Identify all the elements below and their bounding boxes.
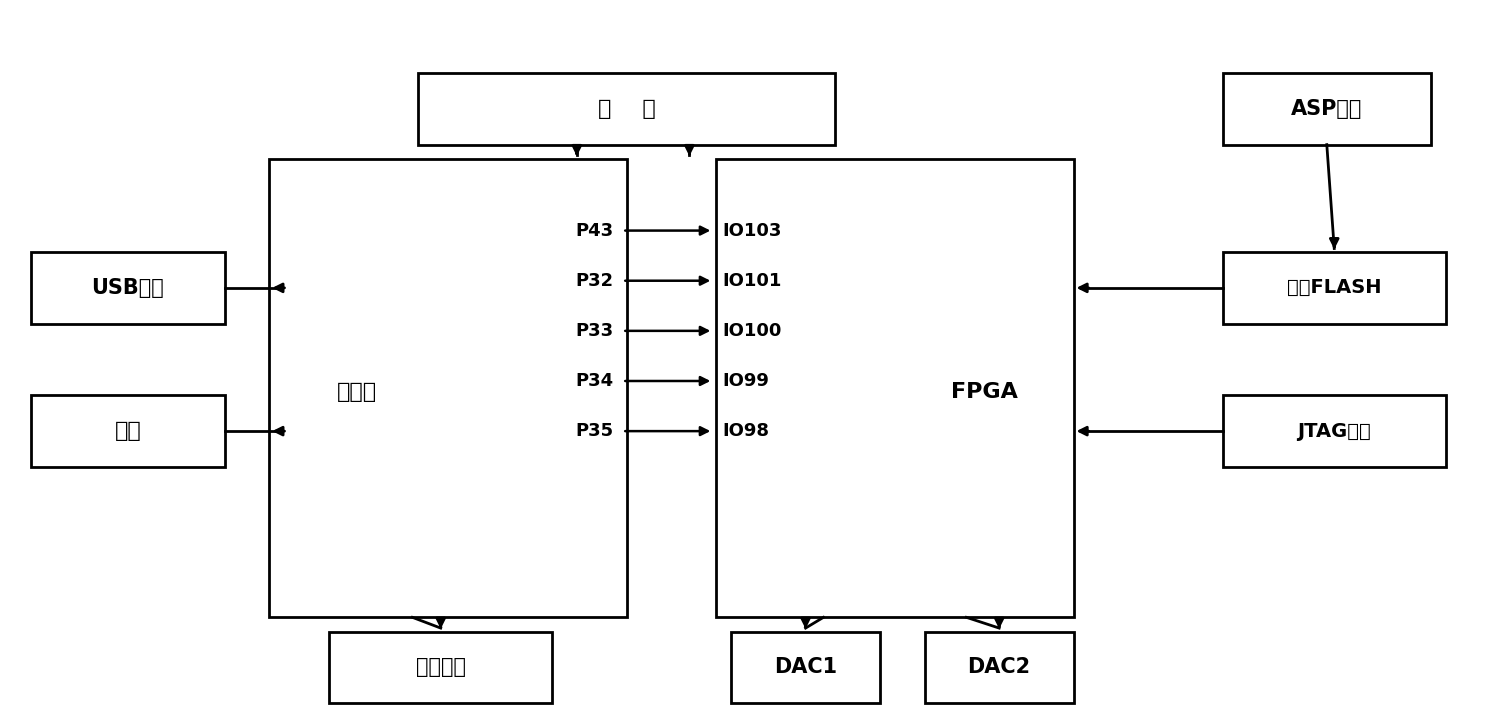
Text: DAC2: DAC2 — [968, 657, 1031, 677]
Text: P34: P34 — [576, 372, 613, 390]
Text: FPGA: FPGA — [950, 382, 1018, 402]
FancyBboxPatch shape — [418, 73, 836, 145]
Text: DAC1: DAC1 — [774, 657, 837, 677]
FancyBboxPatch shape — [330, 632, 552, 703]
Text: P43: P43 — [576, 221, 613, 239]
Text: IO98: IO98 — [722, 422, 770, 440]
FancyBboxPatch shape — [270, 159, 627, 618]
FancyBboxPatch shape — [1222, 252, 1446, 324]
Text: IO103: IO103 — [722, 221, 782, 239]
FancyBboxPatch shape — [31, 395, 225, 467]
Text: P33: P33 — [576, 322, 613, 340]
Text: USB下载: USB下载 — [91, 278, 164, 298]
FancyBboxPatch shape — [716, 159, 1074, 618]
Text: 单片机: 单片机 — [337, 382, 376, 402]
Text: 电    源: 电 源 — [598, 99, 656, 119]
Text: IO100: IO100 — [722, 322, 782, 340]
FancyBboxPatch shape — [925, 632, 1074, 703]
Text: P35: P35 — [576, 422, 613, 440]
Text: 专用FLASH: 专用FLASH — [1288, 278, 1382, 298]
Text: 液晶显示: 液晶显示 — [416, 657, 466, 677]
FancyBboxPatch shape — [731, 632, 880, 703]
FancyBboxPatch shape — [1222, 73, 1431, 145]
Text: IO99: IO99 — [722, 372, 768, 390]
FancyBboxPatch shape — [31, 252, 225, 324]
Text: JTAG下载: JTAG下载 — [1298, 421, 1371, 441]
Text: P32: P32 — [576, 272, 613, 290]
Text: IO101: IO101 — [722, 272, 782, 290]
Text: 键盘: 键盘 — [115, 421, 142, 441]
Text: ASP下载: ASP下载 — [1291, 99, 1362, 119]
FancyBboxPatch shape — [1222, 395, 1446, 467]
